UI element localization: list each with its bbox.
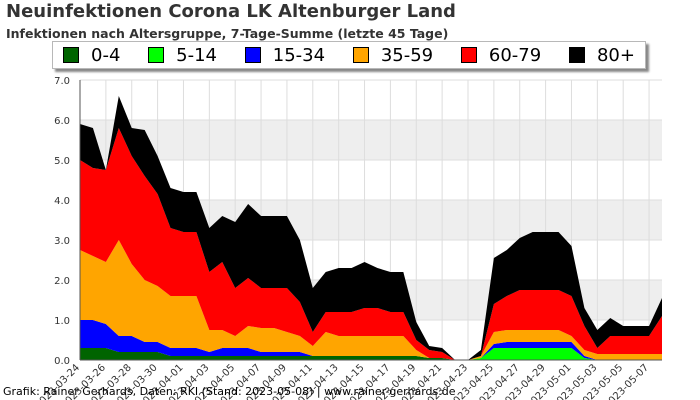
y-tick-label: 5.0 [54, 156, 70, 167]
legend-label: 60-79 [488, 44, 542, 66]
series-area-5-14 [80, 348, 662, 360]
series-area-60-79 [80, 128, 662, 360]
y-tick-label: 2.0 [54, 276, 70, 287]
y-tick-label: 3.0 [54, 236, 70, 247]
legend-label: 15-34 [272, 44, 326, 66]
series-areas [80, 96, 662, 360]
y-tick-labels: 0.0 1.0 2.0 3.0 4.0 5.0 6.0 7.0 [54, 76, 70, 367]
legend-swatch [568, 47, 585, 63]
grid-band [80, 120, 662, 160]
legend-swatch [148, 47, 165, 63]
series-area-15-34 [80, 320, 662, 360]
axes [79, 80, 662, 361]
legend-swatch [63, 47, 79, 63]
legend-label: 80+ [596, 44, 635, 66]
legend-item: 0-4 [63, 45, 120, 66]
chart-title: Neuinfektionen Corona LK Altenburger Lan… [6, 1, 456, 22]
legend-item: 15-34 [244, 44, 326, 66]
legend-swatch [244, 47, 261, 63]
y-tick-label: 6.0 [54, 116, 70, 127]
series-area-0-4 [80, 348, 662, 360]
y-tick-label: 7.0 [54, 76, 70, 87]
legend-swatch [460, 47, 477, 63]
legend-label: 5-14 [176, 44, 218, 66]
legend-item: 80+ [568, 44, 635, 66]
y-tick-label: 1.0 [54, 316, 70, 327]
chart-subtitle: Infektionen nach Altersgruppe, 7-Tage-Su… [6, 26, 449, 41]
y-tick-label: 4.0 [54, 196, 70, 207]
y-tick-label: 0.0 [54, 356, 70, 367]
legend-label: 0-4 [91, 44, 121, 66]
legend: 0-4 5-14 15-34 35-59 60-79 80+ [52, 41, 646, 69]
legend-item: 60-79 [460, 44, 542, 66]
legend-item: 35-59 [352, 44, 434, 66]
footer-credit: Grafik: Rainer Gerhards, Daten: RKI (Sta… [3, 385, 456, 398]
legend-swatch [352, 47, 369, 63]
legend-item: 5-14 [148, 45, 217, 66]
series-area-80+ [80, 96, 662, 360]
legend-label: 35-59 [380, 44, 434, 66]
